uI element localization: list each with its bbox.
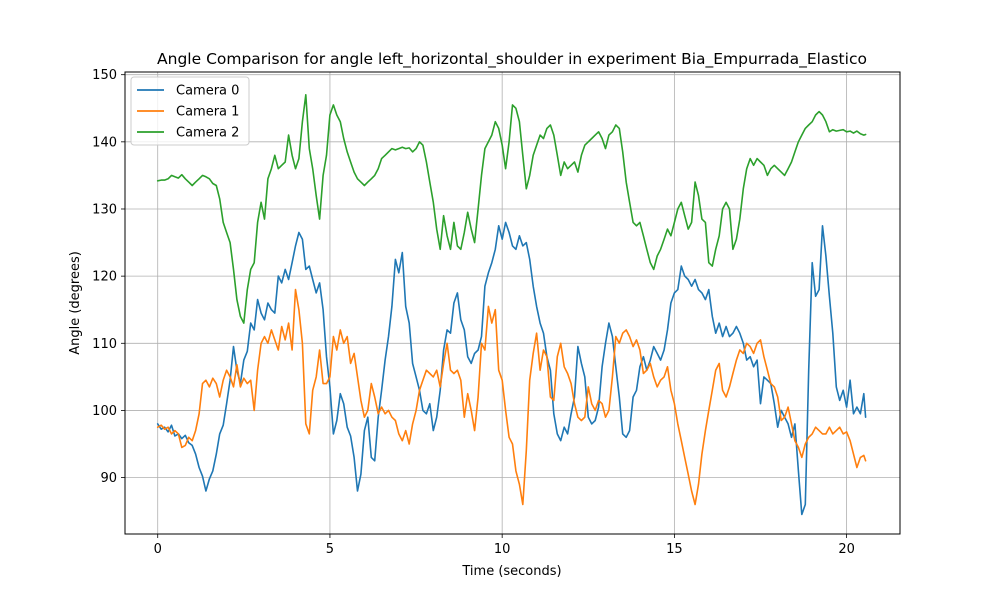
- series-line-camera-2: [156, 94, 867, 324]
- legend-label-camera-1: Camera 1: [176, 105, 239, 120]
- chart-title: Angle Comparison for angle left_horizont…: [157, 50, 867, 69]
- series-line-camera-0: [156, 221, 867, 516]
- legend: Camera 0 Camera 1 Camera 2: [130, 76, 250, 146]
- x-tick-label: 5: [326, 542, 334, 557]
- y-tick-label: 120: [92, 270, 117, 285]
- x-tick-label: 0: [154, 542, 162, 557]
- x-tick-label: 20: [838, 542, 855, 557]
- series-line-camera-1: [156, 288, 867, 506]
- y-tick-label: 130: [92, 202, 117, 217]
- plot-frame: [124, 71, 901, 535]
- y-tick-label: 150: [92, 68, 117, 83]
- y-tick-label: 110: [92, 337, 117, 352]
- y-tick-label: 90: [100, 471, 117, 486]
- y-tick-label: 100: [92, 404, 117, 419]
- x-axis-label: Time (seconds): [461, 564, 561, 579]
- axis-ticks: 0 5 10 15 20 90 100 110 120 130 140 150: [92, 68, 855, 557]
- y-tick-label: 140: [92, 135, 117, 150]
- x-tick-label: 10: [494, 542, 511, 557]
- legend-label-camera-2: Camera 2: [176, 126, 239, 141]
- y-axis-label: Angle (degrees): [68, 251, 83, 355]
- legend-label-camera-0: Camera 0: [176, 84, 239, 99]
- legend-box: [130, 76, 250, 146]
- series-lines: [156, 94, 867, 516]
- x-tick-label: 15: [666, 542, 683, 557]
